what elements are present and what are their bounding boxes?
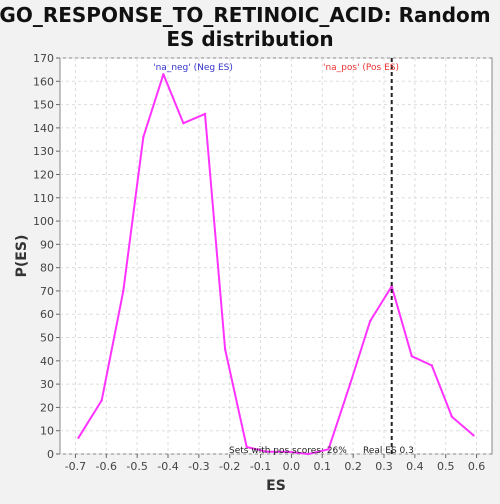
chart-title-line1: GO_RESPONSE_TO_RETINOIC_ACID: Random <box>0 3 491 27</box>
y-tick-label: 40 <box>40 355 54 368</box>
data-point <box>142 136 145 139</box>
y-tick-label: 10 <box>40 425 54 438</box>
x-tick-label: 0.6 <box>468 460 486 473</box>
pos-es-label: 'na_pos' (Pos ES) <box>323 63 399 73</box>
x-tick-label: -0.4 <box>157 460 178 473</box>
x-tick-label: 0.4 <box>406 460 424 473</box>
data-point <box>368 320 372 323</box>
x-tick-label: -0.2 <box>219 460 240 473</box>
y-tick-label: 60 <box>40 308 54 321</box>
y-tick-label: 160 <box>33 75 54 88</box>
y-tick-label: 100 <box>33 215 54 228</box>
x-tick-label: -0.1 <box>250 460 271 473</box>
grid <box>60 57 492 455</box>
axes: 0 10 20 30 40 50 60 70 80 90 100 110 120 130 140 150 160… <box>33 52 485 473</box>
x-tick-label: 0.0 <box>283 460 301 473</box>
y-tick-label: 0 <box>47 448 54 461</box>
y-tick-label: 20 <box>40 401 54 414</box>
x-tick-label: -0.5 <box>126 460 147 473</box>
x-tick-label: -0.7 <box>65 460 86 473</box>
data-point <box>450 415 454 418</box>
data-point <box>100 399 103 402</box>
data-point <box>287 450 290 453</box>
y-tick-label: 30 <box>40 378 54 391</box>
data-point <box>472 434 475 437</box>
plot-area <box>59 57 493 455</box>
real-es-label: Real ES 0.3 <box>363 446 414 456</box>
annotations: 'na_neg' (Neg ES) 'na_pos' (Pos ES) Sets… <box>153 63 414 456</box>
y-tick-label: 140 <box>33 122 54 135</box>
x-tick-label: 0.5 <box>437 460 455 473</box>
y-axis-label: P(ES) <box>14 235 30 278</box>
y-tick-label: 50 <box>40 332 54 345</box>
data-point <box>122 289 125 293</box>
y-tick-label: 120 <box>33 168 54 181</box>
y-tick-label: 70 <box>40 285 54 298</box>
data-point <box>265 450 268 453</box>
x-tick-label: -0.6 <box>96 460 117 473</box>
data-point <box>77 436 80 439</box>
data-point <box>203 112 207 116</box>
data-point <box>162 73 165 76</box>
data-point <box>307 452 310 456</box>
series-line <box>77 73 475 455</box>
x-axis-label: ES <box>266 478 286 494</box>
data-point <box>327 448 330 451</box>
x-tick-label: -0.3 <box>188 460 209 473</box>
data-point <box>410 354 413 358</box>
data-point <box>348 382 352 386</box>
chart-title-line2: ES distribution <box>166 27 333 51</box>
y-tick-label: 150 <box>33 99 54 112</box>
neg-es-label: 'na_neg' (Neg ES) <box>153 63 233 73</box>
x-tick-label: 0.3 <box>375 460 393 473</box>
series-layer <box>77 58 475 456</box>
sets-pos-scores-text: Sets with pos scores: 26% <box>229 446 347 456</box>
data-point <box>245 445 248 449</box>
y-tick-label: 110 <box>33 192 54 205</box>
y-tick-label: 170 <box>33 52 54 65</box>
y-tick-label: 130 <box>33 145 54 158</box>
x-tick-label: 0.2 <box>344 460 362 473</box>
y-tick-label: 90 <box>40 238 54 251</box>
data-point <box>430 364 434 367</box>
y-tick-label: 80 <box>40 262 54 275</box>
x-tick-label: 0.1 <box>314 460 332 473</box>
data-point <box>182 122 185 125</box>
data-point <box>223 347 227 351</box>
